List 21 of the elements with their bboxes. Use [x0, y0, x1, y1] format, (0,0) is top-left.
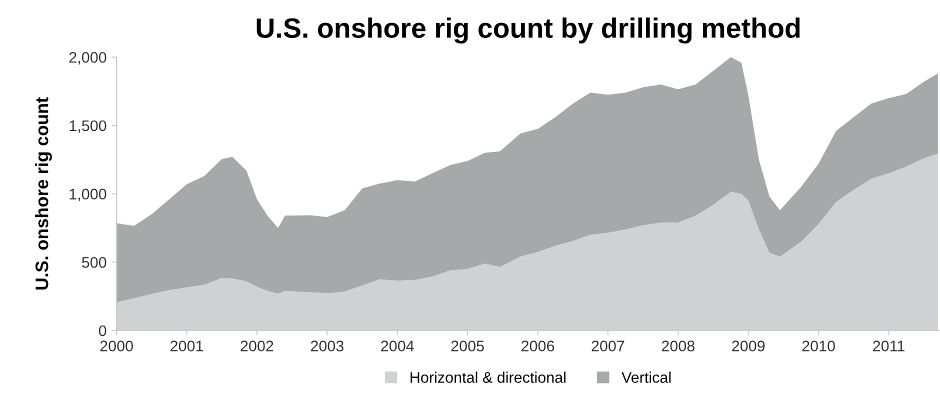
- y-tick-label: 1,500: [70, 120, 106, 133]
- legend-label: Vertical: [622, 372, 671, 383]
- legend-label: Horizontal & directional: [410, 372, 566, 383]
- x-tick-label: 2008: [662, 340, 694, 352]
- x-tick-label: 2006: [522, 340, 554, 352]
- x-tick-label: 2005: [451, 340, 484, 352]
- x-tick-label: 2002: [240, 340, 274, 352]
- x-tick-label: 2009: [732, 340, 765, 352]
- y-axis-title: U.S. onshore rig count: [35, 97, 52, 290]
- x-tick-label: 2011: [873, 340, 904, 352]
- y-tick-label: 1,000: [70, 188, 106, 202]
- x-tick-label: 2010: [802, 340, 835, 352]
- x-tick-label: 2004: [381, 340, 414, 352]
- x-tick-label: 2001: [170, 340, 204, 352]
- x-tick-label: 2000: [100, 340, 133, 352]
- y-tick-label: 500: [82, 257, 106, 268]
- chart-title: U.S. onshore rig count by drilling method: [256, 18, 800, 44]
- y-tick-label: 2,000: [69, 52, 106, 65]
- x-tick-label: 2003: [310, 340, 344, 352]
- y-tick-label: 0: [98, 325, 106, 336]
- x-tick-label: 2007: [592, 340, 624, 352]
